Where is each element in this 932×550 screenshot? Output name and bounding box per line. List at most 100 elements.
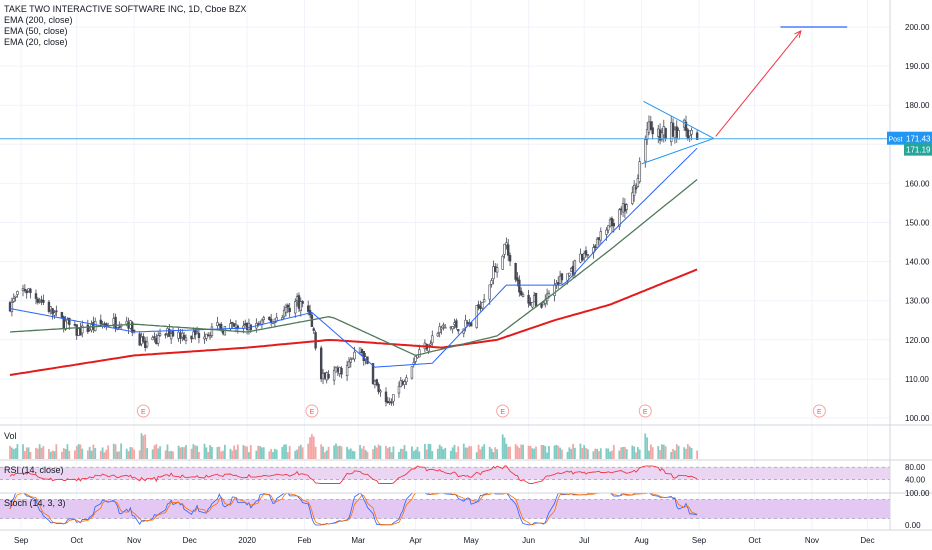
candle — [299, 301, 302, 311]
volume-bar — [138, 450, 141, 459]
stoch-label[interactable]: Stoch (14, 3, 3) — [4, 498, 66, 508]
candle — [632, 184, 636, 196]
volume-bar — [348, 449, 350, 459]
price-tick-label: 160.00 — [905, 179, 930, 188]
earnings-marker[interactable] — [496, 404, 510, 418]
volume-label[interactable]: Vol — [4, 431, 17, 441]
volume-bar — [40, 447, 43, 459]
candle — [566, 273, 569, 281]
candle — [360, 348, 364, 354]
volume-bar — [81, 448, 84, 459]
candle — [608, 219, 612, 227]
volume-bar — [27, 447, 30, 459]
drawings — [0, 26, 890, 165]
candle — [555, 283, 558, 286]
candle — [481, 302, 484, 309]
volume-bar — [609, 451, 611, 459]
triangle-upper-line[interactable] — [643, 100, 715, 139]
volume-bar — [696, 450, 699, 459]
candle — [690, 130, 693, 135]
candle — [664, 128, 667, 139]
candle — [262, 317, 265, 321]
candle — [492, 266, 495, 280]
volume-pane — [9, 433, 699, 459]
candle — [397, 385, 401, 394]
volume-bar — [142, 435, 145, 459]
candle — [47, 301, 51, 312]
time-tick-label: Feb — [298, 536, 312, 545]
volume-bar — [362, 445, 365, 459]
earnings-marker-label: E — [500, 409, 505, 416]
volume-bar — [181, 447, 184, 459]
time-tick-label: Apr — [409, 536, 422, 545]
candle — [29, 288, 32, 294]
candle — [418, 349, 421, 358]
volume-bar — [674, 450, 676, 459]
candle — [336, 367, 340, 372]
volume-bar — [312, 436, 315, 459]
candle — [244, 323, 247, 326]
candle — [23, 289, 27, 291]
time-tick-label: Mar — [351, 536, 365, 545]
volume-bar — [542, 445, 545, 459]
time-tick-label: May — [464, 536, 479, 545]
candle — [410, 366, 414, 379]
volume-bar — [372, 449, 374, 459]
candle — [297, 295, 301, 309]
candle — [444, 326, 447, 329]
candle — [386, 400, 390, 404]
stochastic-pane — [0, 492, 890, 526]
candle — [388, 400, 391, 403]
candle — [103, 323, 106, 325]
candle — [449, 326, 453, 329]
candle — [636, 178, 640, 187]
candle — [216, 322, 219, 327]
volume-bar — [579, 443, 582, 459]
candle — [171, 331, 175, 337]
volume-bar — [531, 448, 534, 459]
candle — [371, 363, 375, 384]
trend-arrow[interactable] — [715, 30, 802, 137]
candle — [295, 296, 299, 301]
volume-bar — [607, 448, 610, 459]
price-tick-label: 100.00 — [905, 414, 930, 423]
candle — [619, 208, 623, 211]
legend-ema20[interactable]: EMA (20, close) — [4, 37, 68, 47]
candle — [338, 367, 341, 375]
volume-bar — [611, 450, 613, 459]
candle — [51, 308, 54, 314]
candle — [429, 343, 432, 346]
candle — [192, 331, 195, 339]
candle — [375, 379, 378, 386]
volume-bar — [99, 450, 102, 459]
time-tick-label: Oct — [748, 536, 761, 545]
post-badge — [887, 131, 904, 145]
rsi-label[interactable]: RSI (14, close) — [4, 465, 64, 475]
volume-bar — [49, 451, 52, 459]
volume-bar — [399, 448, 402, 459]
volume-bar — [246, 446, 248, 459]
volume-bar — [53, 451, 56, 459]
volume-bar — [283, 444, 286, 459]
earnings-marker[interactable] — [136, 404, 150, 418]
earnings-marker[interactable] — [812, 404, 826, 418]
legend-ema50[interactable]: EMA (50, close) — [4, 26, 68, 36]
earnings-marker[interactable] — [305, 404, 319, 418]
volume-bar — [223, 444, 226, 459]
volume-bar — [449, 450, 452, 459]
stoch-d-line — [9, 492, 698, 526]
candle — [490, 280, 493, 285]
candle — [210, 326, 214, 337]
candle — [514, 263, 517, 280]
candle — [403, 381, 406, 386]
legend-ema200[interactable]: EMA (200, close) — [4, 15, 73, 25]
volume-bar — [73, 450, 76, 459]
earnings-marker[interactable] — [638, 404, 652, 418]
candle — [623, 203, 627, 212]
volume-bar — [51, 450, 54, 459]
triangle-lower-line[interactable] — [641, 137, 714, 165]
volume-bar — [635, 452, 637, 459]
volume-bar — [185, 445, 187, 459]
